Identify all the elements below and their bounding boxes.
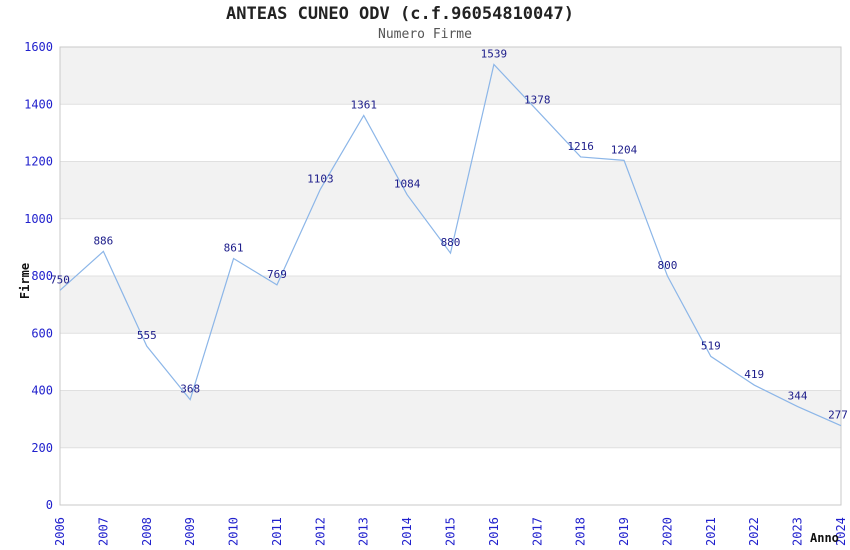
- plot-border: [59, 46, 842, 506]
- x-axis-title: Anno: [810, 531, 839, 545]
- plot-band: [60, 333, 841, 391]
- x-tick-label: 2011: [270, 517, 284, 546]
- x-tick-label: 2008: [140, 517, 154, 546]
- plot-band: [60, 218, 841, 276]
- data-label: 368: [180, 383, 200, 396]
- y-tick-label: 200: [31, 441, 53, 455]
- data-label: 769: [267, 268, 287, 281]
- data-label: 419: [744, 368, 764, 381]
- y-tick-label: 800: [31, 269, 53, 283]
- y-tick-label: 400: [31, 384, 53, 398]
- plot-band: [60, 104, 841, 162]
- plot-band: [60, 47, 841, 105]
- plot-band: [60, 447, 841, 505]
- data-label: 750: [50, 273, 70, 286]
- data-label: 861: [224, 242, 244, 255]
- data-label: 886: [93, 234, 113, 247]
- x-tick-label: 2007: [96, 517, 110, 546]
- x-tick-label: 2015: [444, 517, 458, 546]
- x-tick-label: 2014: [400, 517, 414, 546]
- x-tick-label: 2024: [834, 517, 848, 546]
- data-label: 344: [788, 390, 808, 403]
- chart-subtitle: Numero Firme: [378, 27, 472, 42]
- y-tick-label: 1600: [24, 40, 53, 54]
- data-label: 1216: [567, 140, 594, 153]
- y-tick-label: 1400: [24, 97, 53, 111]
- data-label: 1378: [524, 94, 551, 107]
- plot-band: [60, 390, 841, 448]
- chart-title: ANTEAS CUNEO ODV (c.f.96054810047): [226, 4, 574, 24]
- plot-band: [60, 276, 841, 334]
- y-tick-label: 1000: [24, 212, 53, 226]
- x-tick-label: 2009: [183, 517, 197, 546]
- plot-band: [60, 161, 841, 219]
- y-tick-label: 1200: [24, 155, 53, 169]
- x-tick-label: 2012: [313, 517, 327, 546]
- data-line: [59, 63, 842, 427]
- data-label: 519: [701, 339, 721, 352]
- x-tick-label: 2016: [487, 517, 501, 546]
- x-tick-label: 2013: [357, 517, 371, 546]
- data-label: 277: [828, 409, 848, 422]
- x-tick-label: 2021: [704, 517, 718, 546]
- x-tick-label: 2017: [530, 517, 544, 546]
- data-label: 1204: [611, 143, 638, 156]
- y-tick-label: 600: [31, 326, 53, 340]
- x-tick-label: 2023: [791, 517, 805, 546]
- x-tick-label: 2019: [617, 517, 631, 546]
- y-tick-label: 0: [46, 498, 53, 512]
- data-label: 555: [137, 329, 157, 342]
- data-label: 1539: [481, 47, 508, 60]
- data-label: 1084: [394, 178, 421, 191]
- data-label: 1361: [350, 98, 377, 111]
- x-tick-label: 2010: [227, 517, 241, 546]
- x-tick-label: 2018: [574, 517, 588, 546]
- y-axis-title-text: Firme: [18, 262, 32, 300]
- data-label: 1103: [307, 172, 334, 185]
- x-tick-label: 2022: [747, 517, 761, 546]
- data-label: 880: [441, 236, 461, 249]
- data-label: 800: [658, 259, 678, 272]
- x-tick-label: 2006: [53, 517, 67, 546]
- x-tick-label: 2020: [660, 517, 674, 546]
